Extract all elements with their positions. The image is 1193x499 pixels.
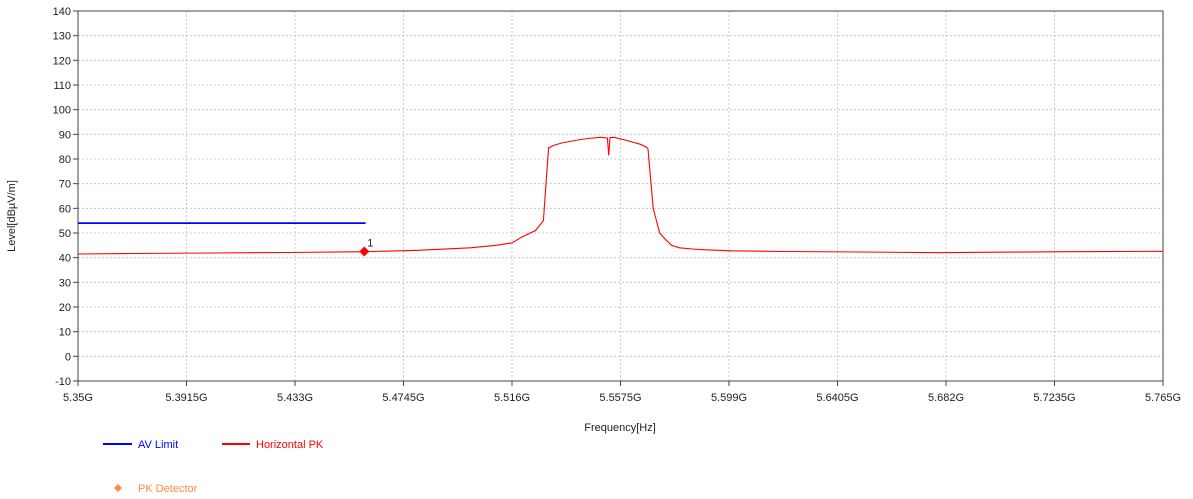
x-tick-label: 5.682G [928,392,964,404]
y-tick-label: 140 [53,6,71,18]
plot-frame [77,10,1164,382]
x-axis-title: Frequency[Hz] [584,422,656,434]
pk-detector-marker [359,246,370,257]
y-tick-label: -10 [55,376,71,388]
y-tick-label: 10 [59,327,71,339]
x-tick-label: 5.35G [63,392,93,404]
y-tick-label: 100 [53,105,71,117]
x-tick-label: 5.516G [494,392,530,404]
legend-diamond-icon [114,484,122,492]
y-tick-label: 30 [59,277,71,289]
x-tick-label: 5.7235G [1033,392,1075,404]
grid [73,10,1164,386]
y-tick-label: 70 [59,179,71,191]
legend-label-horizontal-pk: Horizontal PK [256,439,324,451]
x-tick-label: 5.4745G [382,392,424,404]
x-tick-label: 5.3915G [165,392,207,404]
x-tick-label: 5.765G [1145,392,1181,404]
x-tick-label: 5.5575G [599,392,641,404]
x-tick-label: 5.6405G [816,392,858,404]
y-tick-labels: -10 0 10 20 30 40 50 60 70 80 90 100 110 120 130 140 [53,6,71,388]
x-tick-labels: 5.35G 5.3915G 5.433G 5.4745G 5.516G 5.5575G 5.… [63,392,1181,404]
y-tick-label: 120 [53,55,71,67]
y-tick-label: 60 [59,203,71,215]
series-line-horizontal-pk [77,136,1164,255]
legend: AV Limit Horizontal PK PK Detector [103,439,324,495]
markers: 1 [359,238,373,257]
y-tick-label: 130 [53,31,71,43]
y-tick-label: 40 [59,253,71,265]
y-tick-label: 0 [65,351,71,363]
y-tick-label: 80 [59,154,71,166]
y-tick-label: 90 [59,129,71,141]
y-tick-label: 110 [53,80,71,92]
legend-label-pk-detector: PK Detector [138,483,198,495]
x-tick-label: 5.433G [277,392,313,404]
legend-label-av-limit: AV Limit [138,439,178,451]
y-tick-label: 20 [59,302,71,314]
y-axis-title: Level[dBµV/m] [6,180,18,252]
series [77,136,1164,255]
marker-label: 1 [367,238,373,250]
axes [77,10,1164,382]
y-tick-label: 50 [59,228,71,240]
x-tick-label: 5.599G [711,392,747,404]
